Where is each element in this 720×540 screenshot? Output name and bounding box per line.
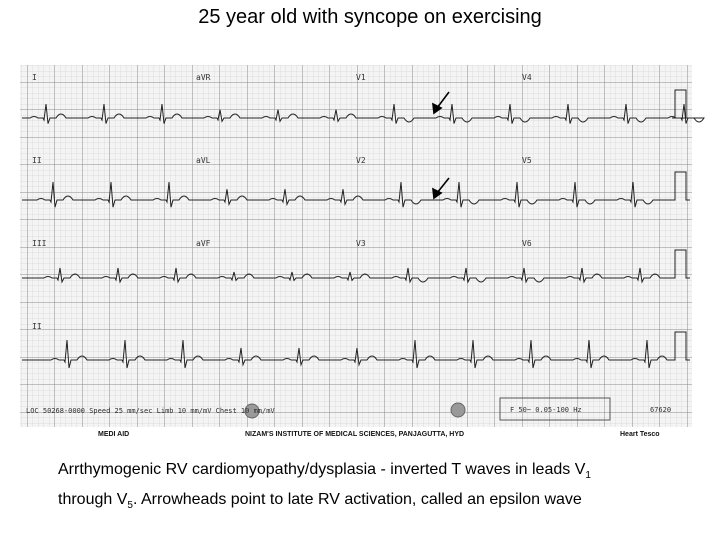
ecg-trace <box>22 331 690 369</box>
lead-label: V6 <box>522 239 532 248</box>
footer-settings: LOC 50268-0000 Speed 25 mm/sec Limb 10 m… <box>26 407 275 415</box>
ecg-trace <box>22 171 690 208</box>
caption-text: Arrthymogenic RV cardiomyopathy/dysplasi… <box>58 461 586 478</box>
punch-hole <box>450 402 466 418</box>
lead-label: aVR <box>196 73 211 82</box>
ecg-figure: I aVR V1 V4 II aVL V2 V5 III aVF V3 V6 I… <box>20 65 705 438</box>
caption-text: . Arrowheads point to late RV activation… <box>132 491 582 509</box>
caption: Arrthymogenic RV cardiomyopathy/dysplasi… <box>58 458 591 518</box>
lead-label: II <box>32 156 42 165</box>
ecg-trace <box>22 89 705 124</box>
ecg-traces <box>22 89 705 369</box>
filter-box <box>499 397 611 421</box>
caption-subscript: 1 <box>585 470 591 482</box>
punch-hole <box>244 403 260 419</box>
lead-label: aVF <box>196 239 211 248</box>
lead-label: II <box>32 322 42 331</box>
footer-id: 67620 <box>650 406 671 414</box>
lead-label: I <box>32 73 37 82</box>
ecg-grid <box>20 65 692 427</box>
lead-label: V5 <box>522 156 532 165</box>
caption-subscript: 5 <box>127 500 133 512</box>
slide-title: 25 year old with syncope on exercising <box>198 6 542 28</box>
ecg-trace <box>22 249 690 284</box>
footer-maker: Heart Tesco <box>620 431 660 438</box>
footer-filter: F 50~ 0.05-100 Hz <box>510 406 582 414</box>
lead-label: aVL <box>196 156 211 165</box>
lead-label: V3 <box>356 239 366 248</box>
footer-institute: NIZAM'S INSTITUTE OF MEDICAL SCIENCES, P… <box>245 431 464 438</box>
lead-label: V1 <box>356 73 366 82</box>
footer-brand: MEDI AID <box>98 431 129 438</box>
lead-label: V2 <box>356 156 366 165</box>
arrow <box>432 91 450 200</box>
lead-label: V4 <box>522 73 532 82</box>
lead-label: III <box>32 239 47 248</box>
caption-text: through V <box>58 491 128 509</box>
